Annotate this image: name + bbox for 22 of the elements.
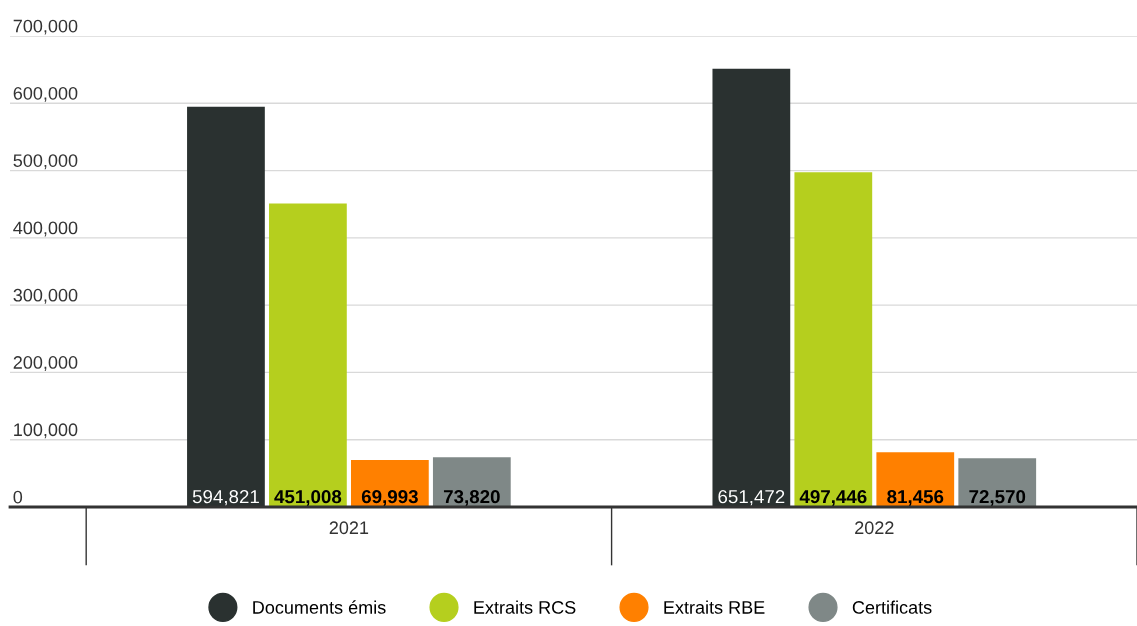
legend-label: Documents émis [253,600,386,614]
legend-label: Extraits RBE [664,600,765,614]
y-tick-label: 100,000 [14,423,78,439]
x-tick-label: 2021 [329,521,369,535]
data-label: 69,993 [361,490,418,507]
data-label: 73,820 [443,490,500,507]
data-label: 72,570 [969,490,1026,507]
data-label: 594,821 [192,490,259,506]
data-label: 651,472 [718,490,785,506]
y-tick-label: 600,000 [13,86,78,102]
y-tick-label: 0 [13,490,23,504]
y-tick-label: 700,000 [13,19,78,35]
data-label: 81,456 [887,490,944,507]
x-tick-label: 2022 [855,521,894,535]
data-label: 497,446 [799,490,867,507]
data-label: 451,008 [274,490,342,507]
y-tick-label: 500,000 [13,154,78,170]
y-tick-label: 200,000 [13,356,78,371]
y-tick-label: 400,000 [13,221,78,237]
legend-label: Certificats [852,600,932,614]
y-tick-label: 300,000 [13,288,78,304]
legend-label: Extraits RCS [474,600,576,614]
